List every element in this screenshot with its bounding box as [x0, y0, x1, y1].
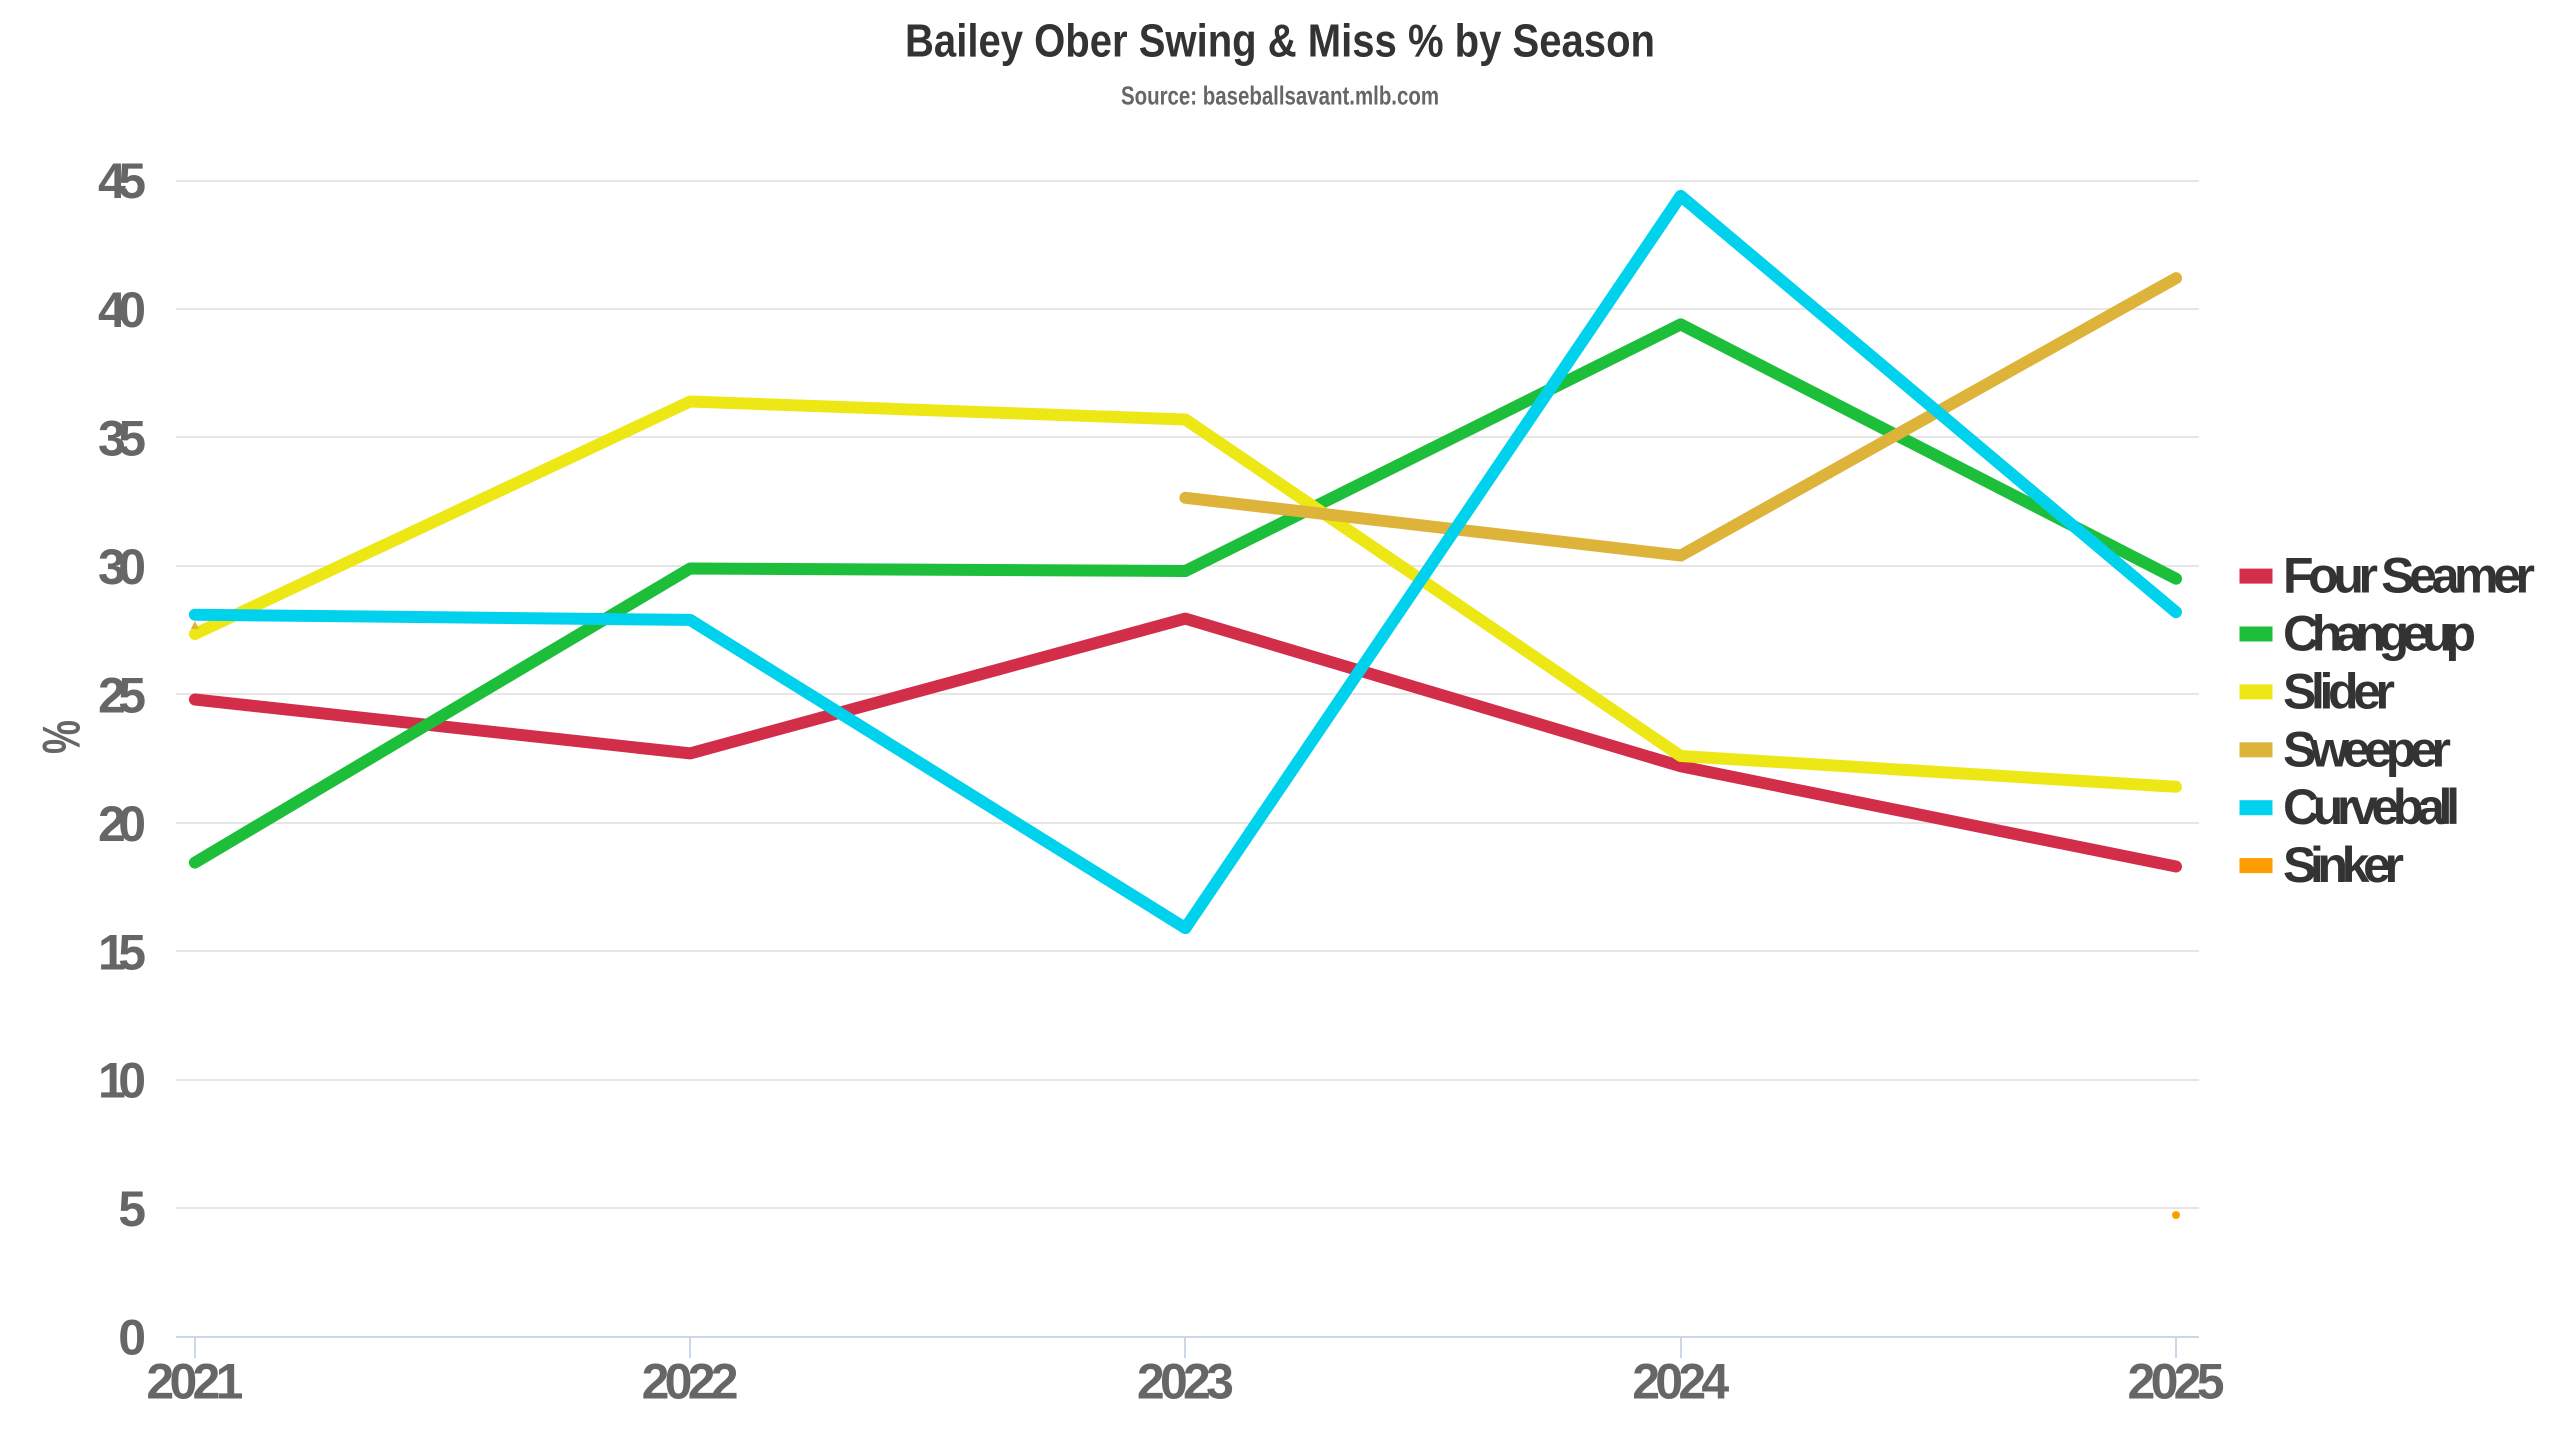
svg-text:%: %: [33, 720, 92, 754]
svg-text:Sinker: Sinker: [2283, 837, 2404, 893]
svg-text:Bailey Ober Swing & Miss % by: Bailey Ober Swing & Miss % by Season: [905, 14, 1655, 66]
svg-text:20: 20: [98, 796, 146, 852]
svg-text:Sweeper: Sweeper: [2283, 721, 2451, 777]
svg-text:2021: 2021: [146, 1353, 243, 1409]
svg-text:45: 45: [98, 153, 146, 209]
svg-text:Source: baseballsavant.mlb.com: Source: baseballsavant.mlb.com: [1121, 81, 1439, 111]
svg-text:Slider: Slider: [2283, 663, 2395, 719]
svg-text:30: 30: [98, 539, 146, 595]
svg-text:2022: 2022: [642, 1353, 739, 1409]
svg-text:2025: 2025: [2128, 1353, 2225, 1409]
svg-text:15: 15: [98, 924, 146, 980]
svg-text:Changeup: Changeup: [2283, 606, 2476, 662]
svg-text:35: 35: [98, 411, 146, 467]
svg-text:2024: 2024: [1632, 1353, 1729, 1409]
svg-text:10: 10: [98, 1053, 146, 1109]
svg-text:Curveball: Curveball: [2283, 779, 2460, 835]
svg-text:0: 0: [118, 1310, 146, 1366]
svg-text:5: 5: [118, 1181, 146, 1237]
svg-text:25: 25: [98, 667, 146, 723]
svg-text:40: 40: [98, 282, 146, 338]
svg-text:Four Seamer: Four Seamer: [2283, 548, 2535, 604]
svg-text:2023: 2023: [1137, 1353, 1234, 1409]
